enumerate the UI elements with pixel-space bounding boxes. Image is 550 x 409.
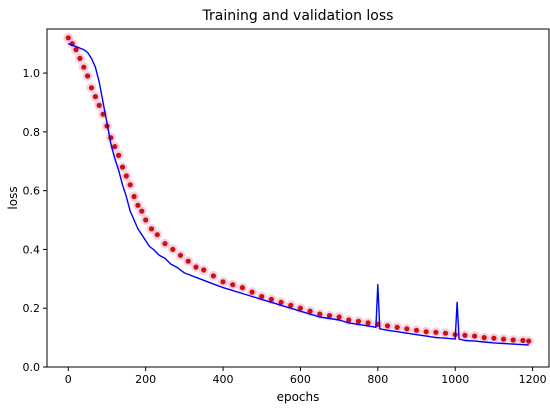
series-0-point-29 bbox=[210, 273, 216, 279]
series-0-point-3 bbox=[77, 55, 83, 62]
series-0-point-2 bbox=[73, 47, 79, 53]
series-0-point-37 bbox=[288, 302, 294, 308]
series-0-point-39 bbox=[307, 308, 313, 314]
y-tick-label-1: 0.2 bbox=[23, 302, 41, 315]
series-0-point-17 bbox=[131, 193, 137, 200]
x-tick-label-4: 800 bbox=[367, 373, 388, 386]
series-0-point-61 bbox=[520, 337, 526, 344]
series-0-point-44 bbox=[355, 318, 362, 324]
y-axis-title: loss bbox=[6, 186, 20, 209]
series-0-point-56 bbox=[472, 333, 478, 339]
series-0-point-25 bbox=[177, 252, 184, 258]
x-tick-label-1: 200 bbox=[135, 373, 156, 386]
series-0-point-52 bbox=[433, 329, 439, 335]
series-0-point-21 bbox=[148, 226, 155, 232]
series-0-point-36 bbox=[278, 299, 284, 305]
series-0-point-19 bbox=[139, 208, 145, 214]
series-0-point-58 bbox=[491, 335, 497, 341]
series-0-point-23 bbox=[162, 241, 168, 247]
series-0-point-22 bbox=[154, 232, 160, 238]
series-0-point-27 bbox=[193, 264, 199, 270]
x-tick-label-0: 0 bbox=[65, 373, 72, 386]
series-0-point-34 bbox=[259, 293, 265, 300]
series-0-point-55 bbox=[462, 332, 468, 338]
series-0-point-42 bbox=[336, 314, 342, 320]
series-0-point-33 bbox=[249, 289, 255, 295]
series-0-point-5 bbox=[85, 73, 91, 79]
series-0-point-48 bbox=[394, 324, 400, 330]
x-tick-label-3: 600 bbox=[290, 373, 311, 386]
series-0-point-0 bbox=[65, 35, 71, 41]
series-0-point-30 bbox=[220, 279, 226, 285]
series-0-point-38 bbox=[297, 305, 303, 311]
series-0-point-53 bbox=[442, 330, 449, 336]
series-0-point-14 bbox=[119, 164, 126, 170]
series-0-point-32 bbox=[239, 285, 245, 291]
series-0-point-49 bbox=[404, 326, 410, 332]
series-0-point-50 bbox=[413, 327, 420, 333]
x-tick-label-2: 400 bbox=[213, 373, 234, 386]
series-0-point-45 bbox=[365, 320, 371, 326]
series-0-point-4 bbox=[81, 64, 87, 70]
series-0-point-20 bbox=[143, 217, 149, 223]
series-0-point-41 bbox=[326, 313, 333, 319]
plot-area: 0 200 400 600 800 1000 1200 0.0 0.2 0.4 0.6 0.8 1.0 bbox=[23, 28, 550, 386]
series-0-point-59 bbox=[501, 336, 507, 342]
y-tick-label-4: 0.8 bbox=[23, 126, 41, 139]
plot-frame bbox=[46, 28, 550, 368]
series-0-point-57 bbox=[481, 335, 487, 341]
series-0-point-26 bbox=[185, 258, 191, 264]
y-tick-label-3: 0.6 bbox=[23, 185, 41, 198]
x-tick-label-5: 1000 bbox=[441, 373, 469, 386]
series-0-point-62 bbox=[526, 338, 532, 344]
chart-title: Training and validation loss bbox=[202, 8, 394, 24]
series-0-point-24 bbox=[170, 246, 176, 252]
x-axis-title: epochs bbox=[277, 390, 320, 404]
series-0-point-16 bbox=[127, 182, 133, 188]
series-0-point-31 bbox=[230, 282, 236, 288]
series-0-point-8 bbox=[96, 102, 102, 108]
series-0-point-15 bbox=[123, 173, 129, 179]
y-tick-label-2: 0.4 bbox=[23, 243, 41, 256]
series-0-point-6 bbox=[88, 85, 95, 91]
series-0-point-12 bbox=[112, 144, 118, 150]
series-0-point-7 bbox=[92, 94, 98, 100]
y-tick-label-0: 0.0 bbox=[23, 361, 41, 374]
x-tick-label-6: 1200 bbox=[519, 373, 547, 386]
series-0-point-47 bbox=[384, 323, 391, 329]
series-0-point-18 bbox=[135, 202, 141, 208]
series-0-point-51 bbox=[423, 329, 429, 335]
series-1-line bbox=[68, 43, 529, 346]
series-0-point-35 bbox=[268, 296, 274, 302]
y-tick-label-5: 1.0 bbox=[23, 67, 41, 80]
series-0-point-43 bbox=[346, 317, 352, 323]
series-0-point-40 bbox=[317, 311, 323, 317]
series-0-point-60 bbox=[510, 337, 516, 343]
series-0-point-13 bbox=[116, 152, 122, 158]
series-0-point-28 bbox=[201, 267, 207, 273]
